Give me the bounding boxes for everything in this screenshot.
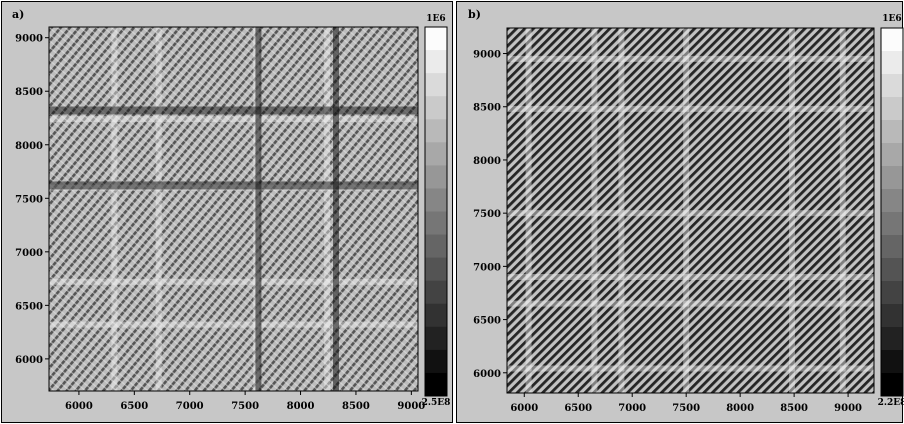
a-dark-row-0 (49, 106, 418, 115)
a-y-tick-label-6: 6000 (15, 355, 43, 366)
b-x-tick-label-6: 9000 (834, 403, 862, 414)
a-x-tick-label-2: 7000 (176, 401, 204, 412)
b-colorbar-step-14 (881, 350, 903, 374)
a-bright-col-3 (111, 27, 118, 391)
b-colorbar-step-12 (881, 304, 903, 328)
a-colorbar-step-6 (425, 165, 447, 189)
a-bright-row-0 (49, 116, 418, 123)
b-bright-col-1 (591, 28, 598, 393)
a-colorbar-step-10 (425, 257, 447, 282)
plot-b-border (506, 27, 875, 394)
b-colorbar-step-6 (881, 166, 903, 190)
b-colorbar-step-0 (881, 28, 903, 52)
b-x-tick-label-5: 8500 (780, 403, 808, 414)
b-colorbar-step-10 (881, 258, 903, 282)
a-y-tick-label-3: 7500 (15, 194, 43, 205)
a-bright-col-0 (324, 27, 331, 391)
a-colorbar-step-7 (425, 188, 447, 212)
b-y-tick-label-6: 6000 (473, 369, 501, 380)
b-y-tick-label-3: 7500 (473, 209, 501, 220)
b-y-tick-label-1: 8500 (473, 103, 501, 114)
b-bright-col-3 (683, 28, 690, 393)
b-bright-row-2 (507, 274, 874, 281)
b-x-tick-label-0: 6000 (510, 403, 538, 414)
b-x-tick-label-3: 7500 (672, 403, 700, 414)
a-x-tick-label-6: 9000 (397, 401, 425, 412)
panel-a-label: a) (12, 8, 24, 21)
a-colorbar-step-2 (425, 73, 447, 97)
b-bright-row-4 (507, 105, 874, 112)
b-colorbar-step-2 (881, 74, 903, 98)
a-colorbar-step-3 (425, 96, 447, 120)
heatmap-a-texture (49, 27, 418, 391)
a-y-tick-label-5: 6500 (15, 301, 43, 312)
a-colorbar-border (424, 26, 448, 397)
a-colorbar-step-15 (425, 372, 447, 397)
a-bright-row-3 (49, 321, 418, 328)
b-colorbar-step-7 (881, 189, 903, 213)
a-colorbar-step-1 (425, 50, 447, 74)
b-bright-row-0 (507, 365, 874, 372)
b-bright-col-0 (525, 28, 532, 393)
b-bright-col-2 (618, 28, 625, 393)
a-y-tick-label-0: 9000 (15, 34, 43, 45)
b-colorbar-step-11 (881, 281, 903, 305)
b-x-tick-label-4: 8000 (726, 403, 754, 414)
a-x-tick-label-5: 8500 (342, 401, 370, 412)
colorbar-a-max-label: 1E6 (426, 14, 445, 24)
b-bright-row-1 (507, 300, 874, 307)
a-colorbar-step-5 (425, 142, 447, 166)
a-y-tick-label-2: 8000 (15, 141, 43, 152)
b-y-tick-label-2: 8000 (473, 156, 501, 167)
panel-b-label: b) (468, 8, 481, 21)
colorbar-b-max-label: 1E6 (882, 14, 901, 24)
a-x-tick-label-3: 7500 (231, 401, 259, 412)
a-colorbar-step-0 (425, 27, 447, 51)
a-bright-row-2 (49, 278, 418, 285)
a-colorbar-step-11 (425, 280, 447, 305)
b-colorbar-step-9 (881, 235, 903, 259)
colorbar-a-min-label: 2.5E8 (422, 398, 451, 408)
b-bright-row-5 (507, 55, 874, 62)
a-x-tick-label-1: 6500 (120, 401, 148, 412)
plot-a-border (48, 26, 419, 392)
a-colorbar-step-4 (425, 119, 447, 143)
b-x-tick-label-2: 7000 (618, 403, 646, 414)
a-dark-col-0 (333, 27, 339, 391)
b-y-tick-label-0: 9000 (473, 50, 501, 61)
b-y-tick-label-5: 6500 (473, 316, 501, 327)
b-bright-col-5 (839, 28, 846, 393)
a-bright-col-2 (155, 27, 162, 391)
a-colorbar-step-9 (425, 234, 447, 259)
a-y-tick-label-4: 7000 (15, 248, 43, 259)
b-bright-col-4 (788, 28, 795, 393)
b-x-tick-label-1: 6500 (564, 403, 592, 414)
b-colorbar-step-4 (881, 120, 903, 144)
b-y-tick-label-4: 7000 (473, 262, 501, 273)
b-colorbar-step-1 (881, 51, 903, 75)
a-y-tick-label-1: 8500 (15, 87, 43, 98)
a-colorbar-step-13 (425, 326, 447, 351)
a-x-tick-label-4: 8000 (287, 401, 315, 412)
b-colorbar-border (880, 27, 904, 397)
a-dark-col-1 (255, 27, 262, 391)
colorbar-b-min-label: 2.2E8 (878, 398, 904, 408)
b-colorbar-step-8 (881, 212, 903, 236)
a-colorbar-step-12 (425, 303, 447, 328)
heatmap-b-field (507, 28, 874, 393)
a-colorbar-step-14 (425, 349, 447, 374)
a-x-tick-label-0: 6000 (65, 401, 93, 412)
b-bright-row-3 (507, 210, 874, 217)
a-colorbar-step-8 (425, 211, 447, 236)
b-colorbar-step-3 (881, 97, 903, 121)
b-colorbar-step-15 (881, 373, 903, 397)
b-colorbar-step-13 (881, 327, 903, 351)
a-dark-row-1 (49, 181, 418, 190)
b-colorbar-step-5 (881, 143, 903, 167)
